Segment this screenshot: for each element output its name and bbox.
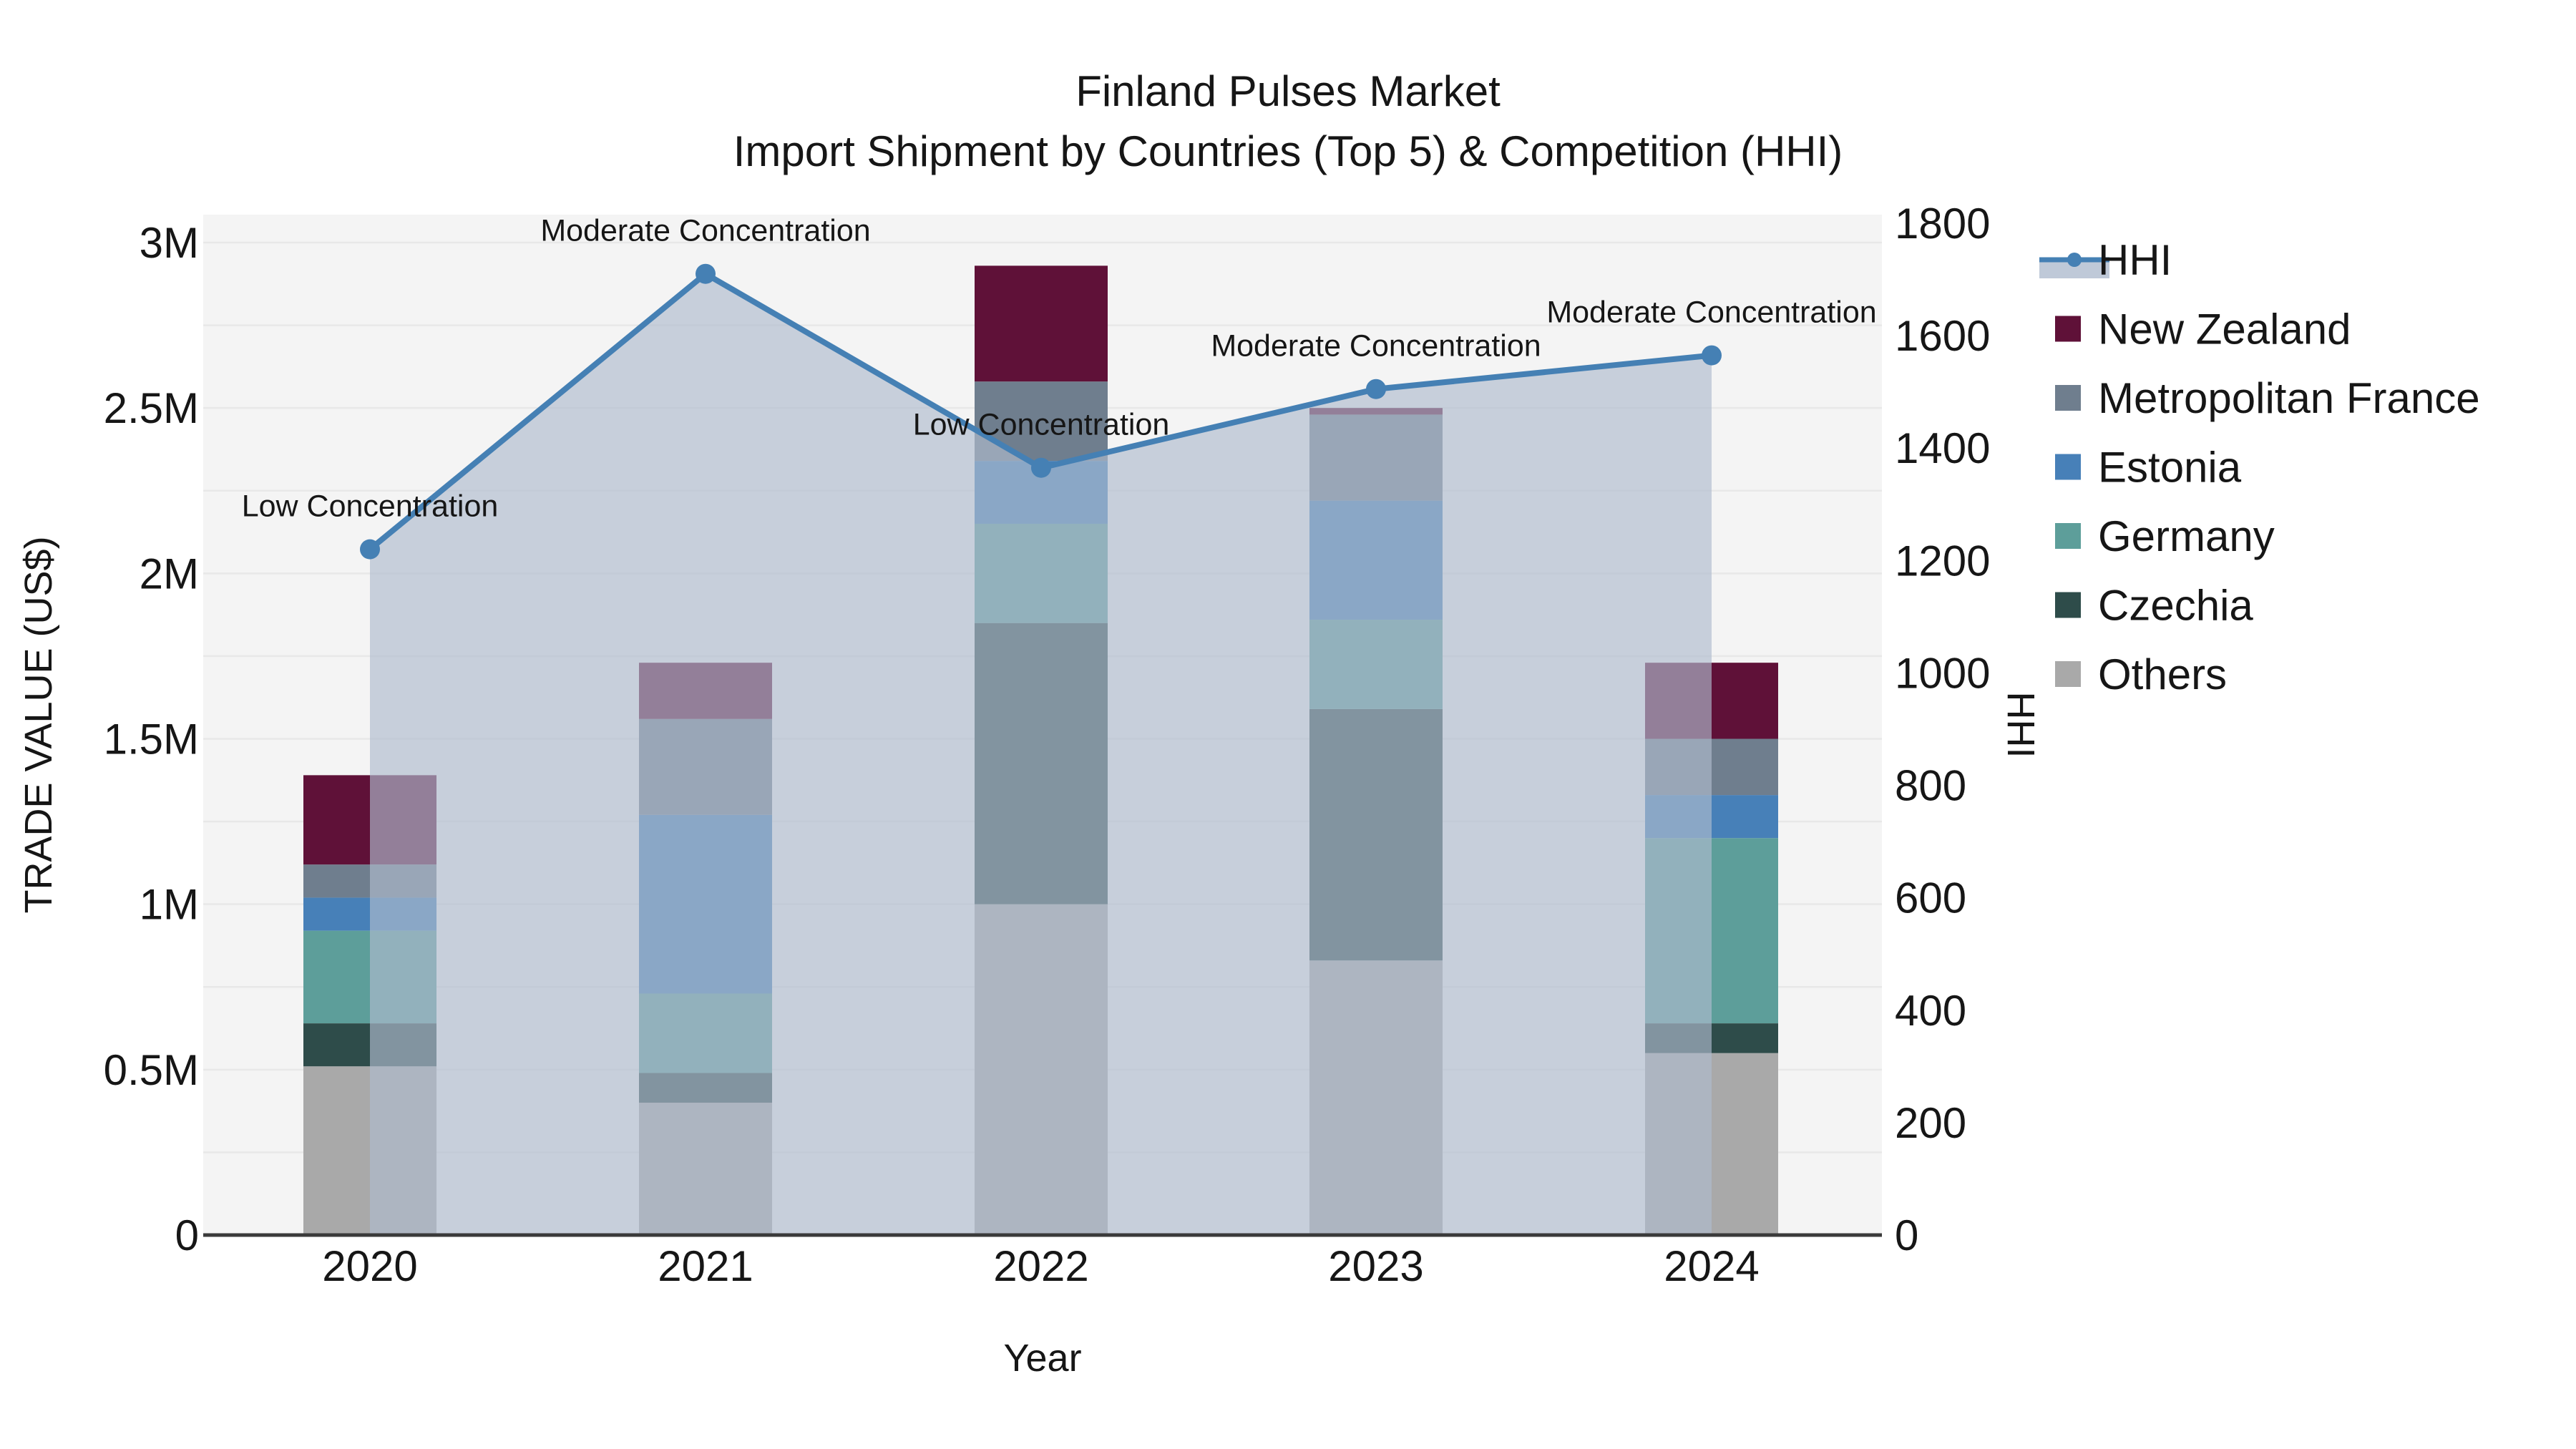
legend: HHI New Zealand Metropolitan France Estonia… bbox=[2039, 236, 2480, 698]
legend-swatch-estonia bbox=[2055, 454, 2081, 480]
x-tick-2023: 2023 bbox=[1328, 1242, 1423, 1290]
y-right-tick-1800: 1800 bbox=[1895, 200, 1990, 248]
y-left-tick-0.5M: 0.5M bbox=[104, 1046, 199, 1094]
legend-label: Estonia bbox=[2098, 444, 2242, 492]
legend-label: HHI bbox=[2098, 236, 2172, 284]
y-right-tick-1600: 1600 bbox=[1895, 312, 1990, 360]
y-right-tick-800: 800 bbox=[1895, 762, 1966, 810]
y-left-tick-1M: 1M bbox=[140, 881, 199, 929]
legend-swatch-czechia bbox=[2055, 592, 2081, 618]
hhi-area-fill bbox=[370, 273, 1712, 1236]
legend-hhi-marker bbox=[2067, 253, 2082, 267]
legend-item-czechia[interactable]: Czechia bbox=[2055, 582, 2253, 630]
x-tick-2021: 2021 bbox=[658, 1242, 753, 1290]
legend-item-germany[interactable]: Germany bbox=[2055, 512, 2275, 560]
y-left-tick-2M: 2M bbox=[140, 550, 199, 597]
y-left-tick-1.5M: 1.5M bbox=[104, 716, 199, 763]
y-left-tick-2.5M: 2.5M bbox=[104, 384, 199, 432]
y-left-tick-0: 0 bbox=[175, 1211, 199, 1259]
tick-label-layer: 0 0.5M 1M 1.5M 2M 2.5M 3M 0 200 400 600 800 1000 1200… bbox=[104, 200, 1991, 1290]
legend-item-others[interactable]: Others bbox=[2055, 650, 2227, 698]
y-right-tick-600: 600 bbox=[1895, 874, 1966, 922]
legend-label: Czechia bbox=[2098, 582, 2253, 630]
legend-item-metropolitan-france[interactable]: Metropolitan France bbox=[2055, 374, 2480, 422]
y-axis-title-left: TRADE VALUE (US$) bbox=[17, 536, 60, 913]
legend-item-hhi[interactable]: HHI bbox=[2039, 236, 2172, 284]
hhi-marker-2024[interactable] bbox=[1702, 345, 1722, 366]
legend-item-new-zealand[interactable]: New Zealand bbox=[2055, 306, 2351, 353]
y-right-tick-200: 200 bbox=[1895, 1099, 1966, 1147]
legend-swatch-new-zealand bbox=[2055, 316, 2081, 342]
annotation-layer: Low Concentration Moderate Concentration L… bbox=[242, 214, 1877, 524]
legend-swatch-metropolitan-france bbox=[2055, 385, 2081, 411]
annotation-2021: Moderate Concentration bbox=[540, 214, 870, 248]
legend-label: Others bbox=[2098, 650, 2227, 698]
y-right-tick-0: 0 bbox=[1895, 1211, 1918, 1259]
legend-label: Metropolitan France bbox=[2098, 374, 2480, 422]
annotation-2023: Moderate Concentration bbox=[1211, 329, 1541, 364]
y-axis-title-right: HHI bbox=[1999, 692, 2042, 758]
x-axis-title: Year bbox=[1003, 1337, 1081, 1380]
hhi-marker-2021[interactable] bbox=[696, 263, 716, 284]
hhi-marker-2023[interactable] bbox=[1366, 379, 1386, 399]
y-right-tick-400: 400 bbox=[1895, 987, 1966, 1035]
legend-item-estonia[interactable]: Estonia bbox=[2055, 444, 2242, 492]
x-tick-2020: 2020 bbox=[322, 1242, 417, 1290]
x-tick-2024: 2024 bbox=[1664, 1242, 1759, 1290]
legend-swatch-germany bbox=[2055, 523, 2081, 549]
hhi-line-layer bbox=[360, 263, 1722, 560]
annotation-2022: Low Concentration bbox=[913, 408, 1170, 442]
legend-swatch-others bbox=[2055, 661, 2081, 687]
bar-2022-new-zealand[interactable] bbox=[975, 265, 1108, 382]
hhi-area-layer bbox=[370, 273, 1712, 1236]
x-tick-2022: 2022 bbox=[993, 1242, 1088, 1290]
hhi-marker-2020[interactable] bbox=[360, 539, 380, 560]
annotation-2020: Low Concentration bbox=[242, 489, 499, 524]
chart-subtitle: Import Shipment by Countries (Top 5) & C… bbox=[733, 127, 1843, 175]
y-right-tick-1400: 1400 bbox=[1895, 424, 1990, 472]
legend-label: Germany bbox=[2098, 512, 2275, 560]
legend-label: New Zealand bbox=[2098, 306, 2351, 353]
y-right-tick-1200: 1200 bbox=[1895, 537, 1990, 585]
chart-title: Finland Pulses Market bbox=[1075, 67, 1501, 115]
y-right-tick-1000: 1000 bbox=[1895, 649, 1990, 697]
hhi-marker-2022[interactable] bbox=[1031, 457, 1051, 478]
annotation-2024: Moderate Concentration bbox=[1546, 296, 1876, 330]
y-left-tick-3M: 3M bbox=[140, 219, 199, 267]
